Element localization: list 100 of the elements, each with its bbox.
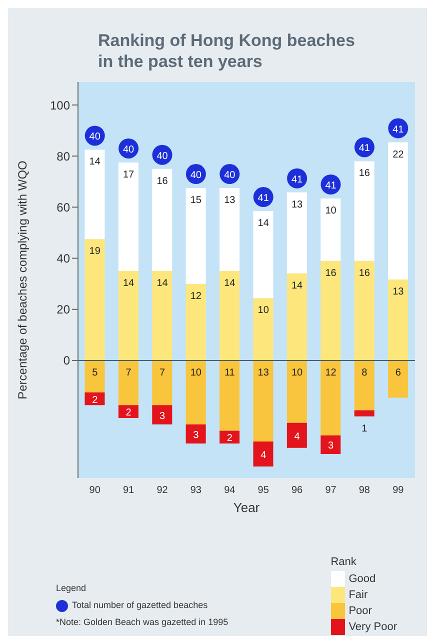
x-axis-title: Year xyxy=(233,500,260,515)
bar xyxy=(286,273,307,360)
bar xyxy=(220,188,240,272)
annotation: 14 xyxy=(122,278,135,290)
bar xyxy=(152,360,172,406)
annotation: 15 xyxy=(190,195,202,206)
annotation: 2 xyxy=(226,433,233,444)
annotation: 2 xyxy=(126,408,132,419)
legend-label: Very Poor xyxy=(348,621,397,633)
annotation: 13 xyxy=(258,367,270,378)
annotation: 16 xyxy=(156,176,168,187)
annotation: 16 xyxy=(358,168,370,180)
annotation: 22 xyxy=(392,149,404,160)
chart-title: Ranking of Hong Kong beaches in the past ten years xyxy=(97,30,356,72)
annotation: 41 xyxy=(325,180,337,192)
bar xyxy=(253,360,274,442)
annotation: 40 xyxy=(224,170,236,182)
text: *Note: Golden Beach was gazetted in 1995 xyxy=(56,616,228,629)
bar xyxy=(220,271,240,360)
bar xyxy=(220,430,240,444)
annotation: 3 xyxy=(159,410,166,422)
bar xyxy=(354,161,374,261)
bar xyxy=(118,271,138,360)
legend-title: Rank xyxy=(330,556,358,568)
bar xyxy=(354,360,374,410)
annotation: 4 xyxy=(294,431,300,442)
annotation: 14 xyxy=(89,156,101,168)
bar xyxy=(186,424,206,444)
annotation: 40 xyxy=(89,132,101,143)
annotation: 16 xyxy=(358,268,370,279)
bar xyxy=(320,435,341,454)
text: Total number of gazetted beaches xyxy=(72,599,208,612)
bar xyxy=(286,422,307,448)
x-tick-label: 96 xyxy=(291,485,304,496)
annotation: 14 xyxy=(156,278,168,290)
x-tick-label: 97 xyxy=(325,485,337,496)
annotation: 16 xyxy=(325,268,337,279)
annotation: 8 xyxy=(362,367,368,378)
bar xyxy=(84,360,105,392)
y-tick-label: 20 xyxy=(56,302,70,317)
annotation: 4 xyxy=(260,450,267,461)
bar xyxy=(388,142,408,280)
x-tick-label: 93 xyxy=(190,485,202,496)
annotation: 40 xyxy=(122,144,135,156)
legend-label: Fair xyxy=(348,589,368,601)
bar xyxy=(286,192,307,274)
annotation: 1 xyxy=(362,423,368,434)
bar xyxy=(320,260,341,360)
annotation: 12 xyxy=(190,290,202,302)
bar xyxy=(320,360,341,436)
bar xyxy=(118,162,138,272)
annotation: 41 xyxy=(392,124,404,136)
bar xyxy=(388,279,408,360)
annotation: 3 xyxy=(328,440,334,452)
bar xyxy=(253,298,274,360)
bar xyxy=(354,260,374,360)
bar xyxy=(253,211,274,298)
bar xyxy=(320,198,341,261)
annotation: 17 xyxy=(122,169,135,180)
bar xyxy=(388,360,408,398)
annotation: 13 xyxy=(291,199,304,210)
bar xyxy=(84,239,105,360)
bar xyxy=(118,360,138,406)
annotation: 41 xyxy=(258,193,270,204)
annotation: 13 xyxy=(224,195,236,206)
bar xyxy=(186,188,206,284)
y-tick-label: 0 xyxy=(63,354,70,368)
bar xyxy=(354,410,374,416)
annotation: 41 xyxy=(358,143,370,154)
annotation: 40 xyxy=(190,170,202,182)
annotation: 7 xyxy=(126,367,132,378)
bar xyxy=(186,360,206,424)
y-tick-label: 60 xyxy=(56,200,70,214)
legend-label: Good xyxy=(348,573,376,585)
bar xyxy=(84,150,105,240)
annotation: 10 xyxy=(291,367,304,378)
annotation: 19 xyxy=(89,246,101,258)
bar xyxy=(253,441,274,467)
bar xyxy=(286,360,307,423)
y-axis-title: Percentage of beaches complying with WQO xyxy=(15,160,30,400)
bar xyxy=(220,360,240,431)
y-tick-label: 80 xyxy=(56,149,70,164)
bar xyxy=(152,168,172,272)
x-tick-label: 90 xyxy=(89,485,101,496)
annotation: 41 xyxy=(291,174,304,186)
x-tick-label: 91 xyxy=(122,485,135,496)
annotation: 6 xyxy=(395,367,402,378)
bar xyxy=(152,405,172,424)
annotation: 14 xyxy=(291,280,304,292)
annotation: 2 xyxy=(92,394,98,406)
annotation: 10 xyxy=(325,206,337,216)
bar xyxy=(152,271,172,360)
text: Legend xyxy=(56,582,86,595)
y-tick-label: 100 xyxy=(50,98,70,112)
annotation: 11 xyxy=(224,367,236,378)
annotation: 12 xyxy=(325,367,337,378)
x-tick-label: 92 xyxy=(156,485,168,496)
x-tick-label: 94 xyxy=(224,485,236,496)
x-tick-label: 98 xyxy=(358,485,370,496)
bar xyxy=(84,392,105,406)
